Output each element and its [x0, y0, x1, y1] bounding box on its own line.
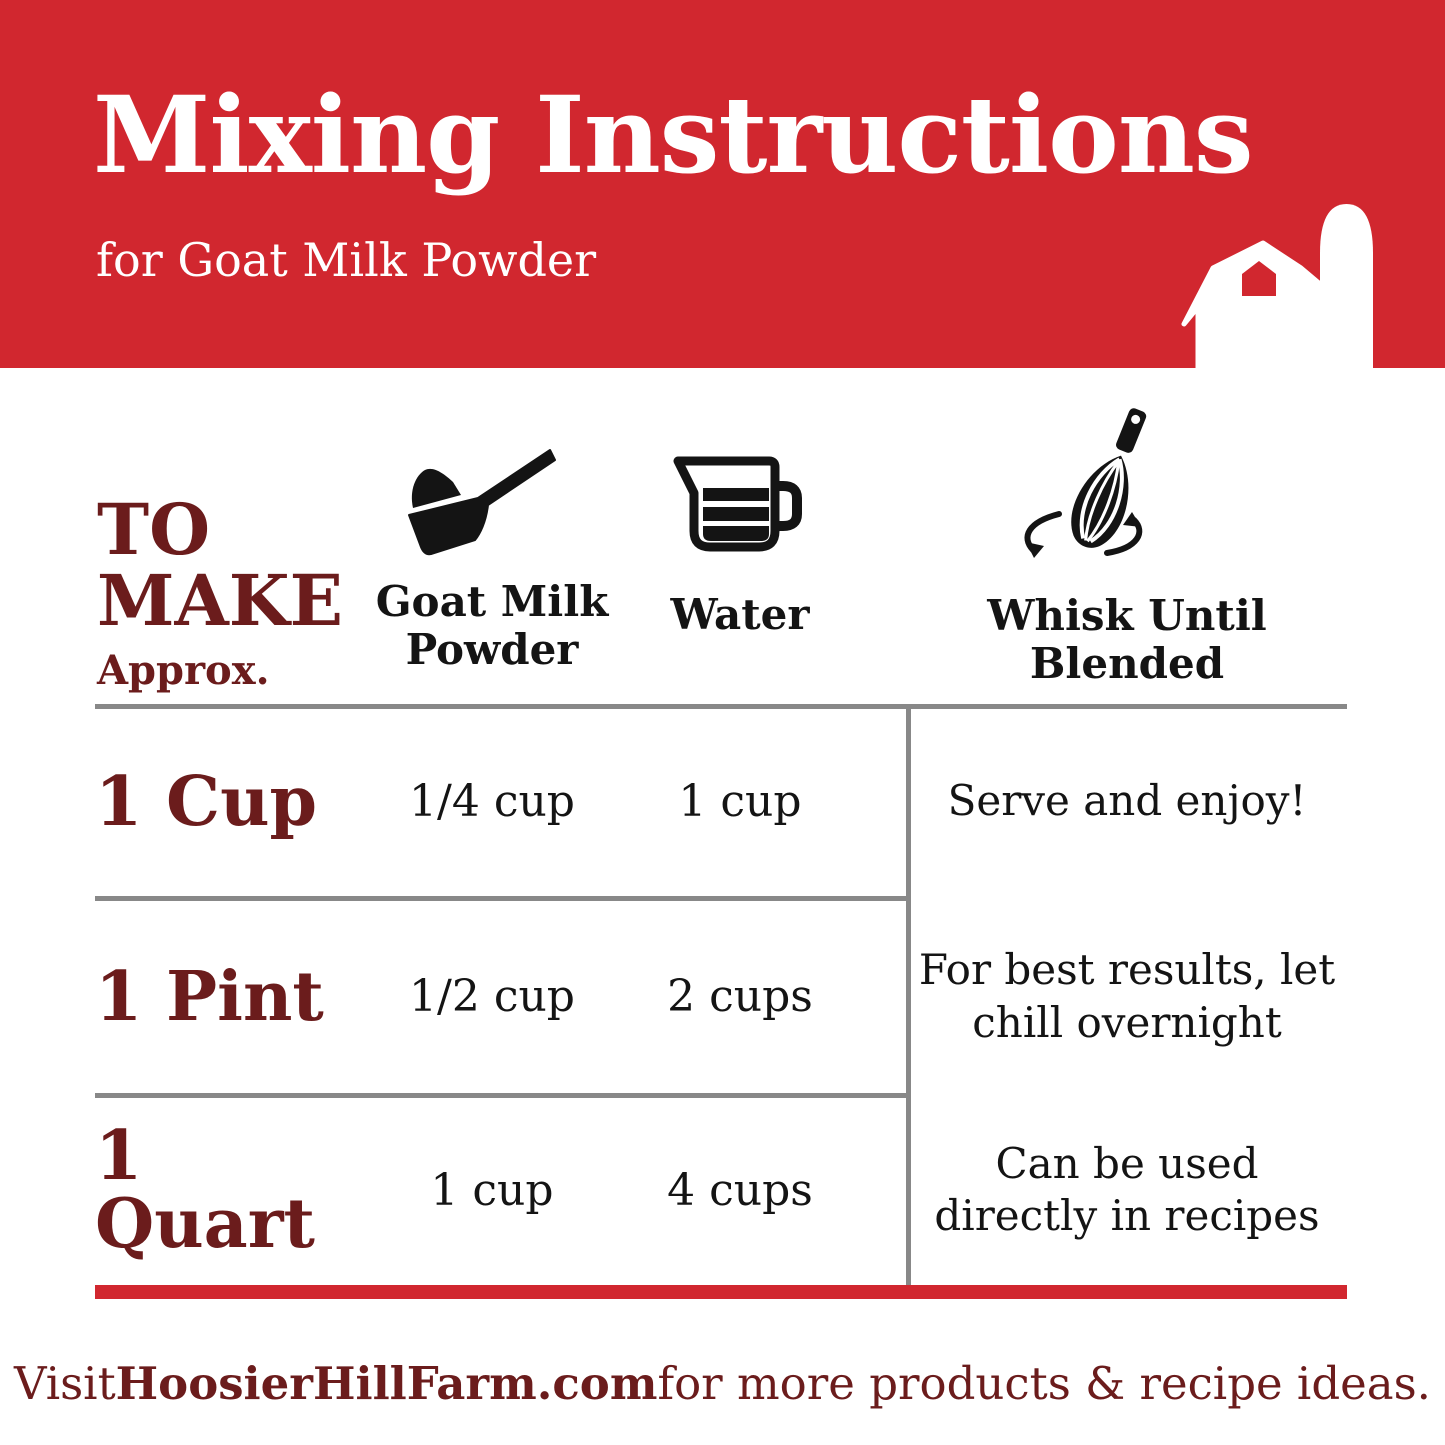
- table-divider-vertical: [906, 704, 911, 1285]
- water-amount: 2 cups: [667, 971, 813, 1022]
- footer-prefix: Visit: [13, 1356, 116, 1410]
- scoop-icon: [408, 449, 556, 556]
- footer-website: HoosierHillFarm.com: [115, 1356, 658, 1410]
- powder-amount: 1/2 cup: [409, 971, 575, 1022]
- water-amount: 4 cups: [667, 1164, 813, 1216]
- to-make-line2: MAKE: [97, 559, 343, 643]
- row-label: 1 Cup: [95, 761, 318, 842]
- table-divider-row2: [95, 1093, 906, 1098]
- to-make-approx: Approx.: [97, 646, 270, 694]
- page-subtitle: for Goat Milk Powder: [96, 233, 597, 287]
- to-make-header: TO MAKE Approx.: [97, 494, 377, 693]
- page-title: Mixing Instructions: [93, 72, 1254, 197]
- row-note: Can be used directly in recipes: [934, 1138, 1320, 1241]
- measuring-cup-icon: [673, 456, 802, 552]
- column-label-water: Water: [670, 590, 810, 639]
- table-divider-row1: [95, 896, 906, 901]
- column-label-powder: Goat Milk Powder: [375, 577, 609, 675]
- barn-with-silo-icon: [1181, 204, 1373, 368]
- water-amount: 1 cup: [678, 776, 802, 827]
- table-divider-bottom-red: [95, 1285, 1347, 1299]
- column-header-water: Water: [615, 448, 865, 639]
- column-header-powder: Goat Milk Powder: [352, 428, 632, 675]
- to-make-line1: TO: [97, 488, 211, 571]
- header-banner: Mixing Instructions for Goat Milk Powder: [0, 0, 1445, 368]
- footer-text: Visit HoosierHillFarm.com for more produ…: [0, 1338, 1445, 1428]
- row-label: 1 Quart: [95, 1116, 315, 1264]
- table-divider-top: [95, 704, 1347, 709]
- powder-amount: 1/4 cup: [409, 776, 575, 827]
- row-label: 1 Pint: [95, 956, 324, 1037]
- powder-amount: 1 cup: [430, 1164, 554, 1216]
- row-note: For best results, let chill overnight: [918, 945, 1336, 1047]
- column-header-whisk: Whisk Until Blended: [907, 398, 1347, 689]
- whisk-icon: [1024, 408, 1147, 558]
- row-note: Serve and enjoy!: [947, 776, 1307, 826]
- column-label-whisk: Whisk Until Blended: [987, 591, 1267, 689]
- footer-suffix: for more products & recipe ideas.: [657, 1356, 1431, 1410]
